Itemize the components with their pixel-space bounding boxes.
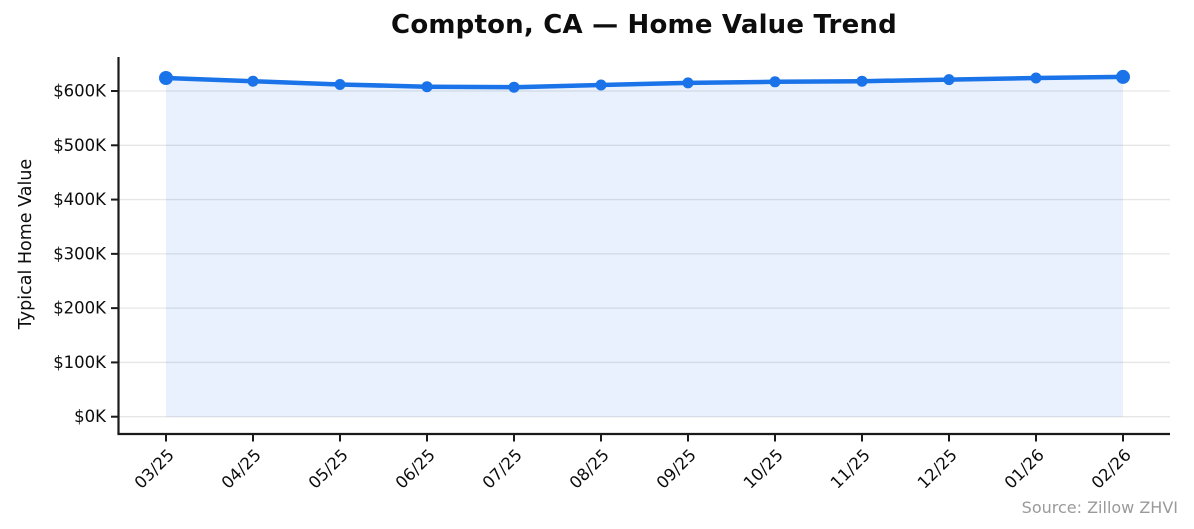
x-tick-label: 03/25 (131, 445, 178, 492)
data-point (159, 71, 173, 85)
area-fill (166, 76, 1123, 417)
data-point (508, 81, 520, 93)
x-tick-label: 02/26 (1088, 445, 1135, 492)
data-point (682, 77, 694, 89)
y-tick-label: $300K (53, 244, 107, 263)
trend-line (163, 74, 1126, 90)
x-tick-label: 10/25 (740, 445, 787, 492)
y-tick-label: $600K (53, 82, 107, 101)
y-tick-label: $400K (53, 190, 107, 209)
x-tick-label: 01/26 (1001, 445, 1048, 492)
y-tick-label: $500K (53, 136, 107, 155)
data-point (334, 79, 346, 90)
y-tick-label: $0K (74, 407, 107, 426)
x-tick-label: 06/25 (392, 445, 439, 492)
x-tick-label: 05/25 (305, 445, 352, 492)
data-point (943, 74, 955, 86)
y-tick-label: $100K (53, 353, 107, 372)
x-tick-label: 08/25 (566, 445, 613, 492)
data-point (1116, 69, 1130, 84)
source-attribution: Source: Zillow ZHVI (1021, 498, 1178, 517)
x-tick-label: 07/25 (479, 445, 526, 492)
x-tick-label: 04/25 (218, 445, 265, 492)
data-point (856, 75, 868, 87)
data-point (247, 75, 259, 87)
chart-title: Compton, CA — Home Value Trend (391, 10, 897, 40)
x-tick-label: 09/25 (653, 445, 700, 492)
data-point (1030, 72, 1042, 84)
y-tick-label: $200K (53, 299, 107, 318)
data-point (421, 81, 433, 93)
data-point (595, 79, 607, 91)
data-point (769, 76, 781, 88)
x-tick-label: 11/25 (827, 445, 874, 492)
x-tick-label: 12/25 (914, 445, 961, 492)
